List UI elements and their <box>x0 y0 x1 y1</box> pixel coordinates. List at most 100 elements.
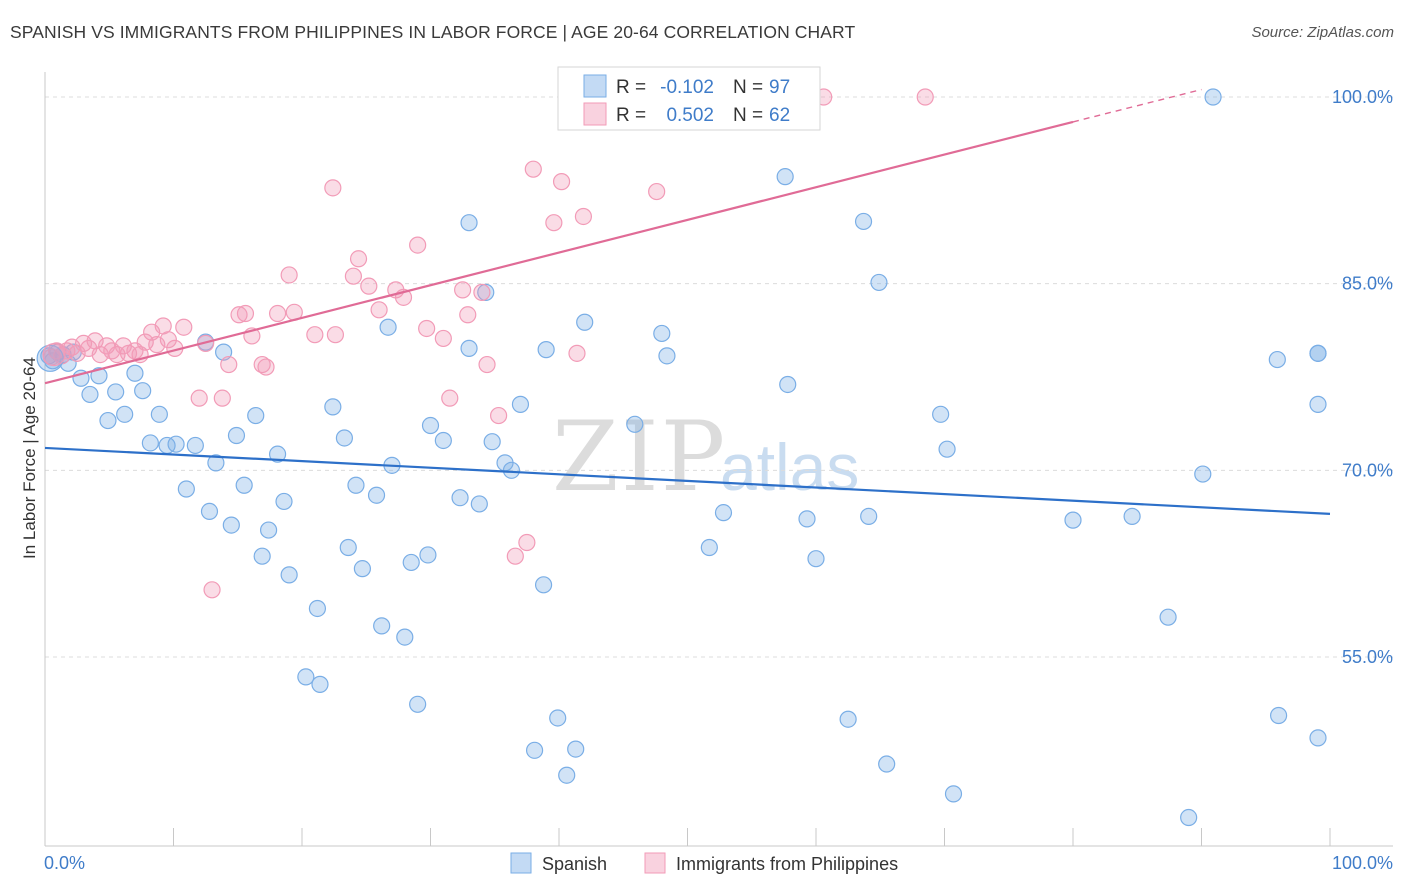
point-0-95 <box>1309 729 1327 747</box>
point-0-82 <box>932 405 950 423</box>
point-0-87 <box>1159 608 1177 626</box>
point-1-34 <box>268 304 287 323</box>
point-0-58 <box>502 461 521 479</box>
watermark-atlas: atlas <box>720 430 859 504</box>
point-1-21 <box>159 331 177 349</box>
point-1-55 <box>506 547 524 565</box>
y-tick-labels: 55.0% 70.0% 85.0% 100.0% <box>1332 87 1393 667</box>
legend-n-label-0: N = <box>733 77 763 98</box>
point-1-62 <box>648 182 666 201</box>
point-1-42 <box>360 277 378 295</box>
point-1-43 <box>370 301 388 319</box>
point-0-63 <box>549 709 567 727</box>
legend-r-label-1: R = <box>616 105 646 126</box>
point-0-73 <box>776 168 794 186</box>
point-0-8 <box>90 367 108 385</box>
point-0-26 <box>235 476 253 494</box>
point-1-58 <box>545 214 563 232</box>
point-1-39 <box>324 179 342 197</box>
point-1-53 <box>478 355 496 374</box>
point-1-52 <box>473 283 491 301</box>
point-0-88 <box>1180 808 1198 827</box>
series-legend: Spanish Immigrants from Philippines <box>510 852 898 874</box>
watermark: ZIP atlas <box>552 401 859 513</box>
point-1-49 <box>441 389 459 407</box>
point-0-19 <box>186 436 204 455</box>
trend-line-dashed-1 <box>1072 88 1202 123</box>
point-0-85 <box>1064 511 1082 529</box>
gridlines <box>45 96 1393 658</box>
point-0-21 <box>200 502 219 520</box>
point-0-61 <box>534 576 553 594</box>
point-0-50 <box>434 431 452 450</box>
point-0-24 <box>222 516 240 534</box>
point-0-59 <box>511 395 530 413</box>
point-1-48 <box>434 329 452 348</box>
point-0-81 <box>878 755 896 773</box>
point-1-50 <box>454 281 472 299</box>
legend-n-label-1: N = <box>733 105 763 126</box>
point-0-74 <box>779 375 797 394</box>
point-0-18 <box>177 480 195 498</box>
point-0-60 <box>525 741 544 759</box>
point-1-41 <box>349 250 368 268</box>
point-0-69 <box>653 324 671 343</box>
source-label: Source: ZipAtlas.com <box>1251 24 1394 41</box>
point-1-26 <box>203 581 221 599</box>
point-1-38 <box>326 326 345 344</box>
point-0-90 <box>1204 88 1222 106</box>
legend-n-value-0: 97 <box>769 77 790 98</box>
axes <box>44 72 1393 847</box>
correlation-legend: R = -0.102 N = 97 R = 0.502 N = 62 <box>557 66 821 131</box>
point-0-32 <box>280 566 298 584</box>
point-0-68 <box>626 415 644 433</box>
point-cluster-1 <box>42 343 66 367</box>
point-0-17 <box>167 435 185 453</box>
point-0-66 <box>576 313 594 331</box>
point-0-75 <box>798 510 816 528</box>
point-0-51 <box>451 489 469 507</box>
bottom-legend-swatch-0 <box>510 852 532 874</box>
point-1-23 <box>175 318 193 336</box>
point-0-92 <box>1269 706 1288 725</box>
point-0-86 <box>1123 507 1141 525</box>
point-1-60 <box>568 344 586 362</box>
point-1-46 <box>409 236 427 254</box>
point-0-30 <box>268 445 287 463</box>
point-0-11 <box>116 405 134 423</box>
point-0-62 <box>537 341 555 359</box>
point-1-64 <box>916 88 934 106</box>
point-0-89 <box>1194 465 1212 483</box>
series-1-points <box>42 88 934 599</box>
point-0-41 <box>367 486 386 504</box>
point-0-64 <box>558 766 576 784</box>
y-tick-label-2: 85.0% <box>1342 274 1393 294</box>
point-0-22 <box>207 454 225 472</box>
point-1-40 <box>344 267 362 285</box>
point-0-48 <box>419 546 437 564</box>
point-0-7 <box>81 385 99 404</box>
trend-line-0 <box>44 446 1331 515</box>
point-1-37 <box>306 326 324 344</box>
point-1-47 <box>418 319 436 338</box>
point-0-29 <box>259 521 278 539</box>
legend-n-value-1: 62 <box>769 105 790 126</box>
point-0-46 <box>402 553 420 572</box>
point-1-30 <box>236 304 255 323</box>
point-0-28 <box>253 547 271 565</box>
point-1-33 <box>257 358 275 376</box>
point-0-9 <box>99 411 117 430</box>
legend-r-label-0: R = <box>616 77 646 98</box>
y-tick-label-0: 55.0% <box>1342 647 1393 667</box>
y-tick-label-3: 100.0% <box>1332 87 1393 107</box>
point-0-76 <box>807 550 825 568</box>
point-0-53 <box>460 339 478 357</box>
y-axis-label: In Labor Force | Age 20-64 <box>20 357 39 559</box>
point-1-56 <box>518 533 536 552</box>
legend-r-value-0: -0.102 <box>660 77 714 98</box>
legend-r-value-1: 0.502 <box>666 105 714 126</box>
point-0-45 <box>396 628 414 646</box>
point-0-35 <box>311 675 329 693</box>
point-0-49 <box>421 416 440 435</box>
